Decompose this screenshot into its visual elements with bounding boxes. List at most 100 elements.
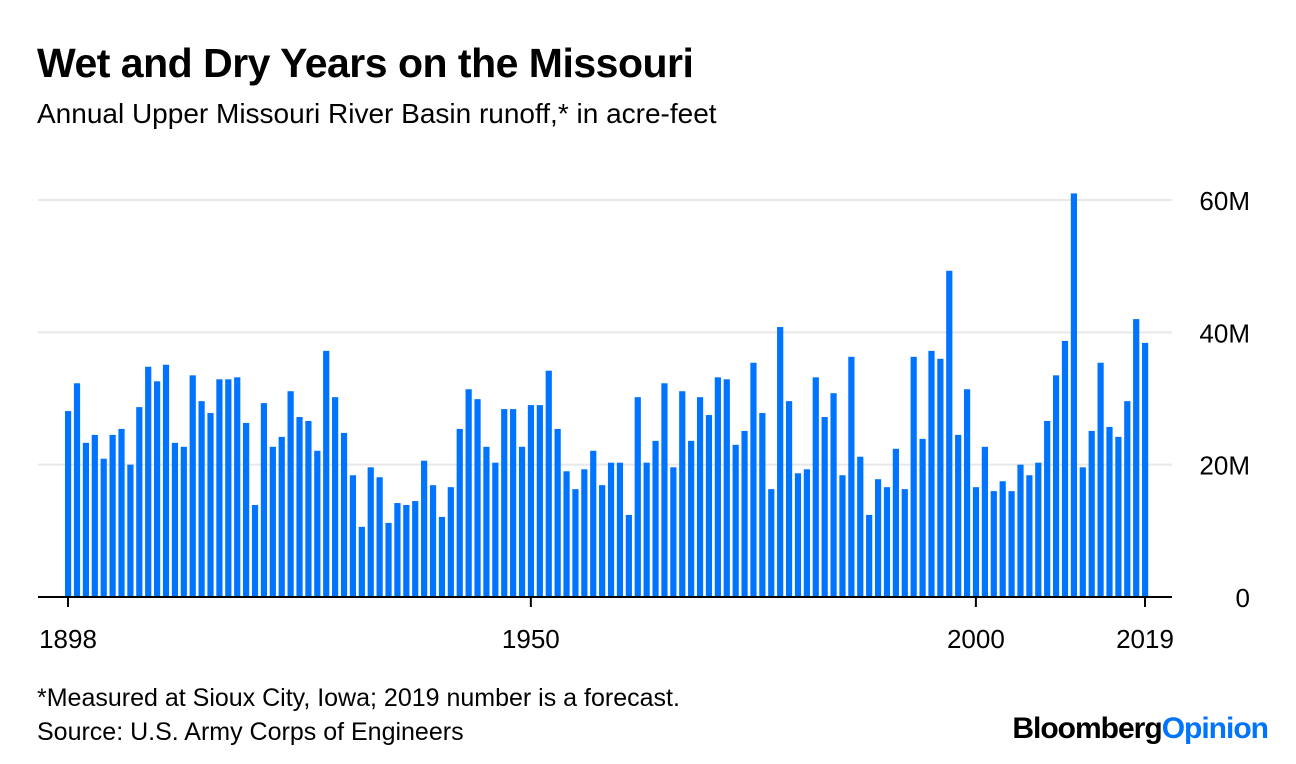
- bar: [821, 417, 828, 597]
- bar: [421, 460, 428, 597]
- bar: [251, 505, 259, 597]
- bar: [572, 489, 579, 597]
- bar: [670, 467, 677, 597]
- bar: [1142, 342, 1149, 597]
- bar: [260, 403, 268, 597]
- bar: [803, 469, 810, 597]
- bar: [358, 526, 365, 597]
- bar: [643, 462, 650, 597]
- bar: [118, 428, 125, 597]
- bar: [625, 514, 632, 597]
- x-tick-label: 1898: [39, 624, 97, 654]
- x-tick-label: 2000: [947, 624, 1005, 654]
- bar: [447, 487, 454, 597]
- bar: [963, 389, 971, 597]
- bar: [385, 522, 392, 597]
- bar: [136, 407, 143, 597]
- bar: [198, 401, 205, 597]
- x-tick-label: 2019: [1116, 624, 1174, 654]
- bar: [999, 481, 1006, 597]
- bar: [616, 462, 624, 597]
- bar: [474, 399, 481, 597]
- bar: [910, 356, 917, 597]
- bar: [171, 442, 179, 597]
- bar: [91, 434, 98, 597]
- chart-subtitle: Annual Upper Missouri River Basin runoff…: [37, 98, 717, 129]
- bar: [901, 489, 908, 597]
- bar: [946, 270, 953, 597]
- bar: [207, 413, 214, 597]
- source-note: Source: U.S. Army Corps of Engineers: [37, 718, 464, 746]
- bar: [848, 356, 855, 597]
- bar: [750, 362, 757, 597]
- bar: [794, 473, 802, 597]
- bar: [492, 462, 499, 597]
- x-tick-label: 1950: [502, 624, 560, 654]
- bar: [563, 471, 570, 597]
- bar: [100, 458, 107, 597]
- bar: [518, 446, 526, 597]
- bar: [1026, 475, 1033, 597]
- bar: [465, 389, 472, 597]
- bar: [323, 350, 330, 597]
- bar: [1008, 491, 1015, 597]
- bar: [536, 405, 543, 597]
- bar: [412, 501, 419, 597]
- bar: [661, 383, 668, 597]
- bar: [340, 432, 348, 597]
- bar: [1133, 319, 1140, 597]
- bar: [82, 442, 90, 597]
- bar: [1017, 464, 1024, 597]
- bar: [634, 397, 641, 597]
- bar: [483, 446, 490, 597]
- bar: [501, 409, 508, 597]
- bar: [73, 383, 81, 597]
- bar: [296, 417, 303, 597]
- bar: [919, 438, 926, 597]
- bar: [839, 475, 846, 597]
- bar: [928, 350, 935, 597]
- bar: [1115, 436, 1122, 597]
- bar: [955, 434, 962, 597]
- bar: [741, 430, 748, 597]
- bar: [65, 411, 72, 597]
- bar: [723, 379, 730, 597]
- bar: [1097, 362, 1104, 597]
- bar: [162, 364, 170, 597]
- bar: [243, 422, 250, 597]
- bar: [456, 428, 463, 597]
- bar: [349, 475, 357, 597]
- bar: [759, 413, 766, 597]
- bar: [581, 469, 588, 597]
- bar: [305, 420, 312, 597]
- bar: [785, 401, 793, 597]
- bar: [1070, 193, 1077, 597]
- bar: [1124, 401, 1131, 597]
- bloomberg-opinion-logo: BloombergOpinion: [1012, 712, 1269, 746]
- bar: [269, 446, 276, 597]
- footnote: *Measured at Sioux City, Iowa; 2019 numb…: [37, 684, 680, 712]
- bar: [154, 381, 161, 597]
- bar: [607, 462, 615, 597]
- logo-brand: Bloomberg: [1012, 712, 1162, 745]
- bar: [599, 485, 606, 597]
- bar: [1088, 430, 1095, 597]
- bar: [705, 415, 713, 597]
- bar: [367, 467, 374, 597]
- bar: [688, 440, 695, 597]
- bar: [109, 434, 116, 597]
- bar: [972, 487, 980, 597]
- bar: [857, 456, 864, 597]
- bar: [883, 487, 891, 597]
- bar: [812, 377, 819, 597]
- bar: [937, 358, 944, 597]
- bar: [376, 477, 383, 597]
- bar: [527, 405, 535, 597]
- y-tick-label: 0: [1236, 583, 1250, 613]
- bar: [1061, 340, 1069, 597]
- bar: [545, 370, 552, 597]
- bar: [652, 440, 659, 597]
- bar: [1052, 375, 1060, 597]
- bar: [830, 393, 837, 597]
